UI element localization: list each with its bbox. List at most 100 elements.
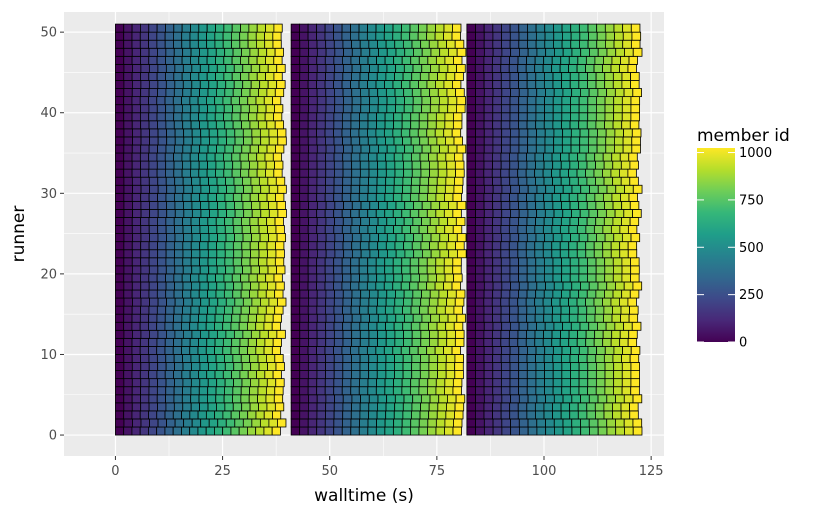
heatmap-tile: [475, 184, 485, 194]
heatmap-tile: [491, 168, 502, 178]
heatmap-tile: [589, 47, 599, 57]
heatmap-tile: [191, 184, 202, 194]
heatmap-tile: [324, 265, 335, 275]
heatmap-tile: [436, 305, 446, 315]
heatmap-tile: [260, 184, 270, 194]
heatmap-tile: [604, 265, 614, 275]
heatmap-tile: [492, 47, 503, 57]
heatmap-tile: [140, 273, 150, 283]
heatmap-tile: [552, 410, 562, 420]
heatmap-tile: [368, 410, 378, 420]
heatmap-tile: [333, 281, 343, 291]
heatmap-tile: [621, 362, 632, 371]
heatmap-tile: [475, 386, 485, 396]
heatmap-tile: [199, 88, 209, 98]
heatmap-tile: [445, 410, 455, 420]
heatmap-tile: [207, 144, 217, 154]
heatmap-tile: [157, 144, 167, 154]
heatmap-tile: [542, 63, 553, 73]
heatmap-tile: [131, 313, 141, 323]
heatmap-tile: [216, 80, 227, 89]
heatmap-tile: [578, 200, 588, 210]
heatmap-tile: [198, 168, 208, 178]
heatmap-tile: [561, 200, 571, 210]
heatmap-tile: [428, 362, 438, 371]
heatmap-tile: [475, 47, 485, 57]
heatmap-tile: [604, 386, 614, 396]
heatmap-tile: [578, 346, 589, 355]
heatmap-tile: [384, 120, 395, 130]
heatmap-tile: [551, 225, 561, 234]
heatmap-tile: [466, 144, 476, 154]
heatmap-tile: [131, 281, 142, 291]
heatmap-tile: [401, 265, 411, 275]
heatmap-tile: [351, 370, 361, 380]
heatmap-tile: [603, 192, 613, 202]
heatmap-tile: [412, 394, 422, 404]
heatmap-tile: [534, 168, 544, 178]
heatmap-tile: [578, 80, 588, 89]
heatmap-tile: [552, 386, 563, 396]
heatmap-tile: [551, 63, 561, 73]
heatmap-tile: [404, 144, 414, 154]
heatmap-tile: [199, 402, 209, 412]
heatmap-tile: [569, 200, 580, 210]
heatmap-tile: [215, 47, 226, 57]
heatmap-tile: [224, 257, 234, 267]
heatmap-tile: [628, 329, 638, 339]
heatmap-tile: [483, 378, 494, 388]
heatmap-tile: [277, 184, 287, 194]
heatmap-tile: [208, 128, 219, 138]
heatmap-tile: [384, 426, 394, 436]
heatmap-tile: [260, 209, 270, 218]
heatmap-tile: [569, 120, 580, 130]
heatmap-tile: [260, 136, 270, 146]
heatmap-tile: [199, 120, 209, 130]
heatmap-tile: [596, 144, 607, 154]
heatmap-tile: [290, 104, 301, 114]
heatmap-tile: [474, 55, 485, 65]
heatmap-tile: [606, 394, 616, 404]
heatmap-tile: [241, 88, 251, 98]
heatmap-tile: [230, 96, 240, 106]
heatmap-tile: [307, 362, 318, 371]
heatmap-tile: [207, 289, 217, 299]
heatmap-tile: [456, 144, 467, 154]
heatmap-tile: [492, 160, 502, 170]
heatmap-tile: [426, 257, 437, 267]
heatmap-tile: [123, 176, 133, 186]
heatmap-tile: [123, 249, 133, 259]
heatmap-tile: [426, 128, 436, 138]
heatmap-tile: [619, 152, 630, 162]
heatmap-tile: [535, 144, 546, 154]
heatmap-tile: [568, 225, 578, 234]
heatmap-tile: [377, 337, 387, 347]
heatmap-tile: [198, 104, 208, 114]
heatmap-tile: [325, 249, 336, 259]
heatmap-tile: [456, 233, 467, 243]
heatmap-tile: [579, 128, 590, 138]
heatmap-tile: [402, 362, 413, 371]
heatmap-tile: [421, 96, 432, 106]
heatmap-tile: [241, 241, 251, 251]
heatmap-tile: [402, 354, 413, 363]
heatmap-tile: [249, 289, 259, 299]
heatmap-tile: [393, 152, 404, 162]
heatmap-tile: [430, 144, 440, 154]
heatmap-tile: [350, 418, 360, 428]
heatmap-tile: [610, 241, 621, 251]
heatmap-tile: [139, 370, 150, 380]
heatmap-tile: [115, 426, 125, 436]
heatmap-tile: [553, 31, 563, 41]
heatmap-tile: [587, 370, 597, 380]
heatmap-tile: [290, 241, 301, 251]
heatmap-tile: [491, 337, 502, 347]
heatmap-tile: [454, 72, 464, 81]
heatmap-tile: [384, 184, 395, 194]
heatmap-tile: [238, 346, 248, 355]
heatmap-tile: [131, 378, 142, 388]
heatmap-tile: [612, 200, 623, 210]
heatmap-tile: [623, 88, 634, 98]
heatmap-tile: [258, 176, 269, 186]
heatmap-tile: [123, 354, 133, 363]
